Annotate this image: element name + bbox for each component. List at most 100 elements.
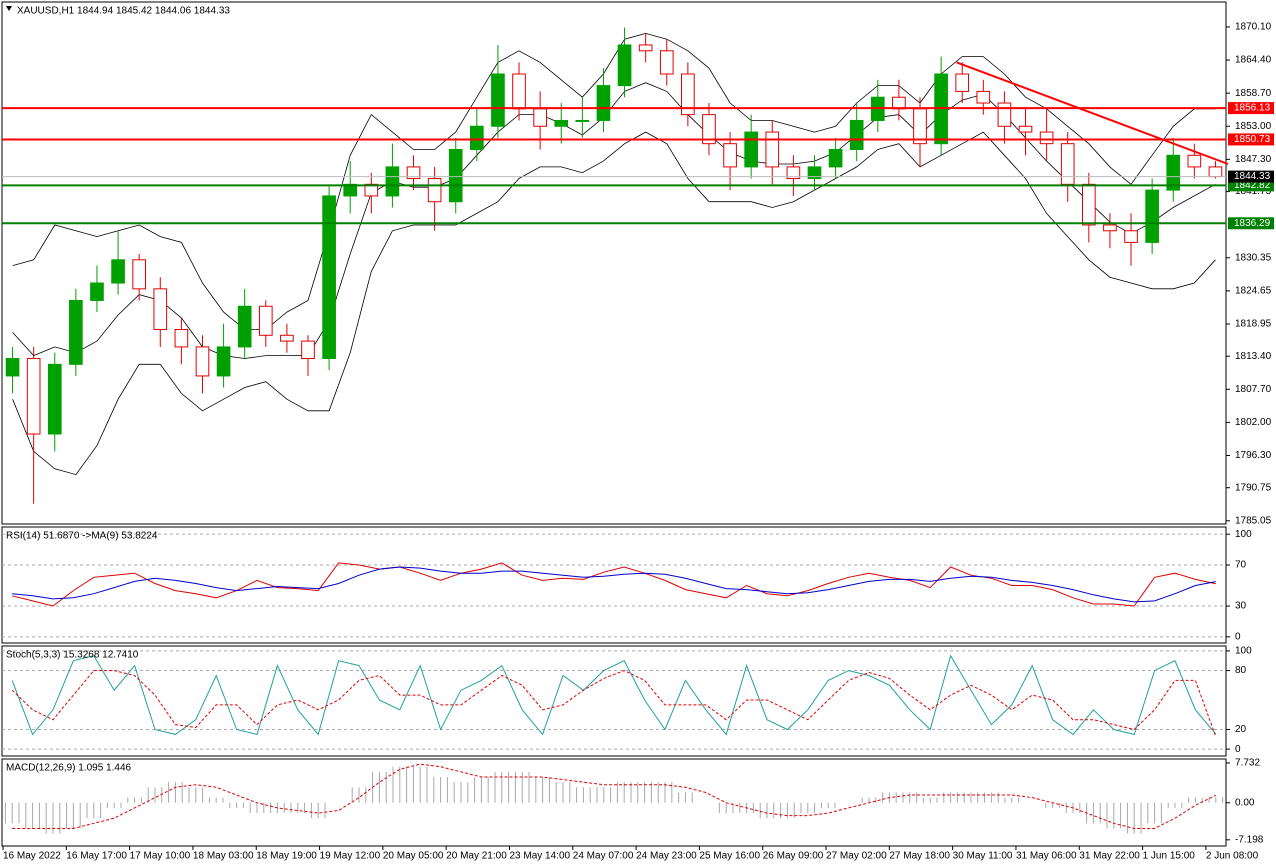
candle-body [174, 328, 189, 348]
candle-body [1208, 166, 1223, 178]
candle-body [1018, 125, 1033, 133]
y-tick-label: 1802.00 [1235, 417, 1272, 428]
candle-body [702, 114, 716, 145]
candle-body [448, 148, 463, 203]
candle-body [744, 131, 759, 168]
candle-body [132, 259, 147, 290]
candle-body [258, 305, 273, 336]
y-tick-label: 1841.75 [1235, 186, 1272, 197]
candle-body [765, 131, 780, 168]
panel-frame [1, 645, 1227, 757]
candle-body [69, 299, 83, 365]
candle-body [554, 119, 569, 127]
candle-body [280, 334, 294, 342]
level-label: 1856.13 [1234, 103, 1271, 114]
y-tick-label: 0.00 [1235, 797, 1255, 808]
y-tick-label: 1853.00 [1235, 121, 1272, 132]
candle-body [1039, 131, 1054, 145]
y-tick-label: 1796.30 [1235, 450, 1272, 461]
candle-body [343, 183, 358, 197]
x-tick-label: 2 Jun 08:00 [1206, 851, 1259, 862]
bollinger-lower [12, 131, 1216, 476]
candle-body [1124, 230, 1138, 243]
bollinger-upper [12, 32, 1216, 330]
y-tick-label: 80 [1235, 665, 1247, 676]
level-label-box [1228, 102, 1274, 115]
candle-body [1103, 224, 1117, 232]
trendline [956, 61, 1229, 165]
candle-body [427, 178, 442, 203]
candle-body [807, 166, 822, 180]
indicator-line [11, 670, 1217, 737]
candle-body [47, 363, 62, 435]
candle-body [617, 44, 632, 87]
last-price-label: 1844.33 [1234, 171, 1271, 182]
candle-body [1187, 154, 1202, 168]
x-tick-label: 23 May 14:00 [509, 851, 570, 862]
candle-body [491, 73, 505, 127]
last-price-box [1228, 170, 1274, 183]
candle-body [828, 148, 843, 168]
x-tick-label: 16 May 17:00 [66, 851, 127, 862]
candle-body [575, 119, 590, 122]
y-tick-label: 1813.40 [1235, 351, 1272, 362]
y-tick-label: 1870.10 [1235, 22, 1272, 33]
candle-body [723, 143, 737, 168]
candle-body [849, 119, 864, 150]
candle-body [786, 166, 801, 180]
y-tick-label: 1864.40 [1235, 55, 1272, 66]
y-tick-label: 1847.30 [1235, 154, 1272, 165]
x-tick-label: 1 Jun 15:00 [1143, 851, 1196, 862]
panel-title: XAUUSD,H1 1844.94 1845.42 1844.06 1844.3… [17, 6, 230, 17]
y-tick-label: 1858.70 [1235, 88, 1272, 99]
candle-body [469, 125, 484, 150]
candle-body [955, 73, 970, 92]
candle-body [1060, 143, 1075, 185]
y-tick-label: -7.198 [1235, 834, 1264, 845]
candle-body [216, 346, 231, 377]
candle-body [5, 358, 20, 377]
level-label-box [1228, 217, 1274, 230]
bollinger-middle [12, 82, 1216, 359]
level-label: 1850.73 [1234, 134, 1271, 145]
indicator-line [11, 654, 1217, 736]
candle-body [997, 102, 1012, 127]
y-tick-label: 30 [1235, 601, 1247, 612]
x-tick-label: 27 May 02:00 [826, 851, 887, 862]
y-tick-label: 70 [1235, 560, 1247, 571]
y-tick-label: 1830.35 [1235, 252, 1272, 263]
x-tick-label: 20 May 21:00 [446, 851, 507, 862]
panel-frame [1, 526, 1227, 644]
candle-body [976, 90, 991, 104]
panel-title: Stoch(5,3,3) 15.3268 12.7410 [6, 650, 139, 661]
candle-body [322, 195, 336, 360]
candle-body [596, 85, 611, 121]
x-tick-label: 30 May 11:00 [953, 851, 1013, 862]
y-tick-label: 0 [1235, 631, 1241, 642]
x-tick-label: 19 May 12:00 [320, 851, 381, 862]
candle-body [533, 108, 547, 127]
candle-body [111, 259, 125, 284]
panel-title: RSI(14) 51.6870 ->MA(9) 53.8224 [6, 531, 158, 542]
x-tick-label: 17 May 10:00 [130, 851, 191, 862]
y-tick-label: 0 [1235, 744, 1241, 755]
y-tick-label: 1790.75 [1235, 482, 1272, 493]
panel-title: MACD(12,26,9) 1.095 1.446 [6, 763, 132, 774]
candle-body [638, 44, 653, 52]
x-tick-label: 27 May 18:00 [889, 851, 950, 862]
candle-body [301, 340, 315, 360]
candle-body [406, 166, 421, 180]
x-tick-label: 25 May 16:00 [699, 851, 760, 862]
level-label-box [1228, 133, 1274, 146]
y-tick-label: 7.732 [1235, 758, 1260, 769]
x-tick-label: 31 May 22:00 [1079, 851, 1140, 862]
candle-body [1081, 183, 1096, 226]
candle-body [237, 305, 252, 348]
candle-body [364, 183, 379, 197]
y-tick-label: 1818.95 [1235, 319, 1272, 330]
x-tick-label: 20 May 05:00 [383, 851, 444, 862]
indicator-line [12, 562, 1216, 607]
panel-frame [1, 1, 1227, 525]
x-tick-label: 24 May 23:00 [636, 851, 697, 862]
